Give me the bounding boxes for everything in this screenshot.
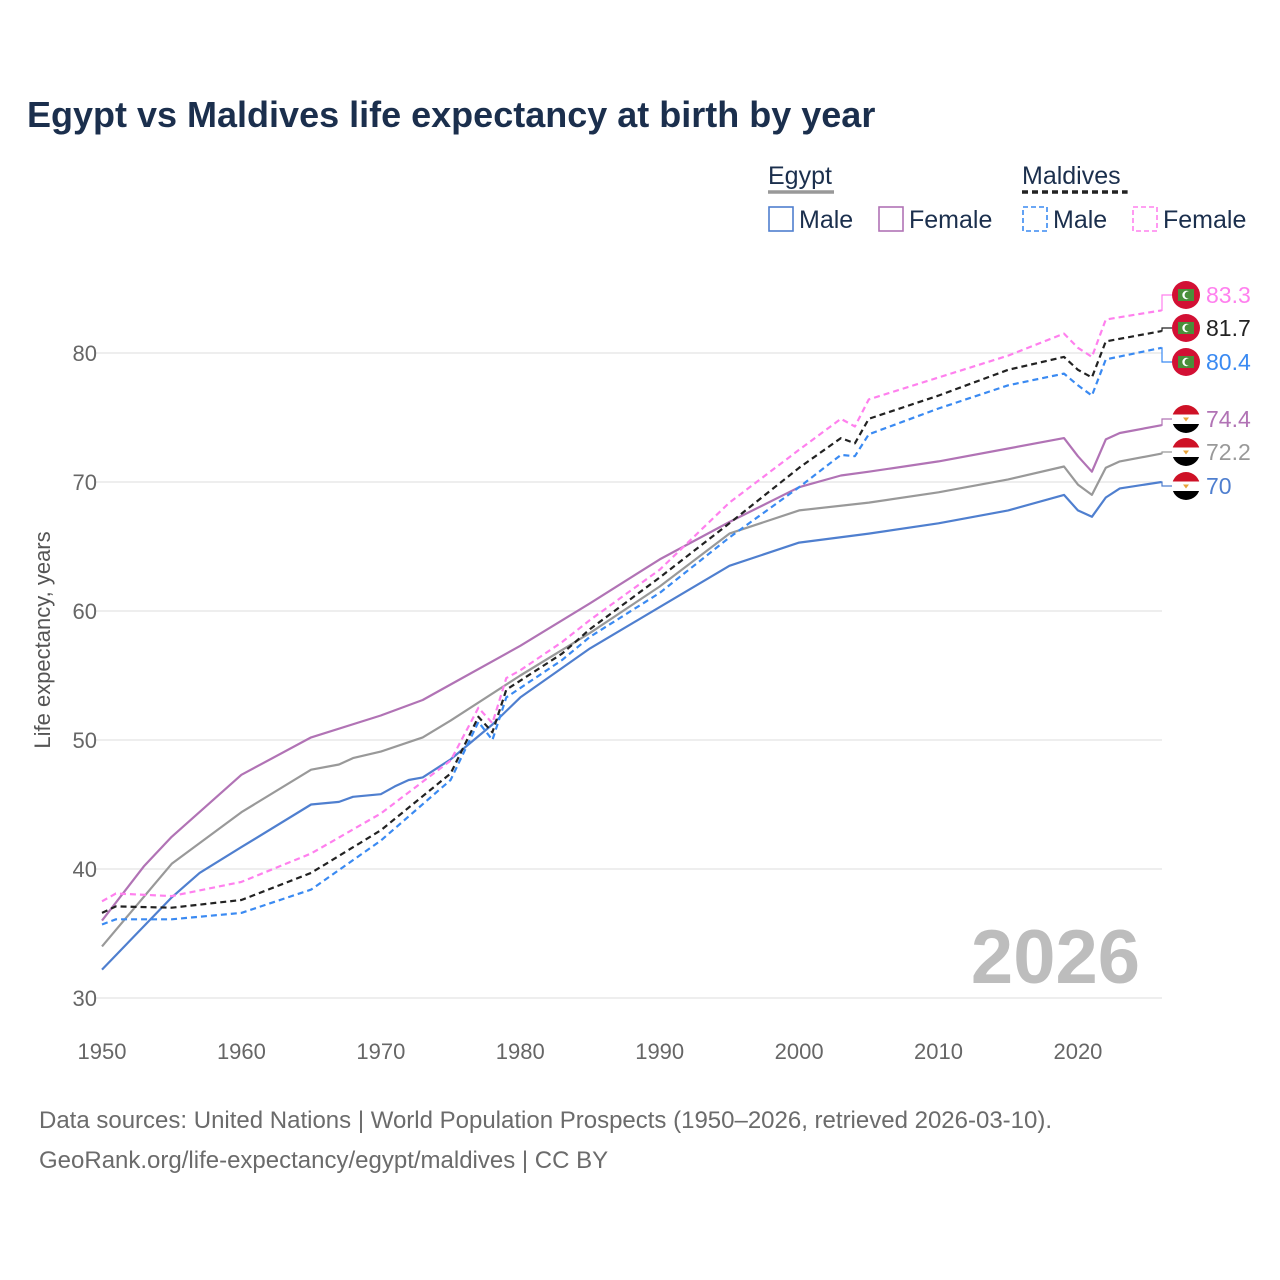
x-tick-label: 2000 [775,1039,824,1064]
egypt-flag-icon [1172,438,1200,466]
legend-swatch [1022,206,1048,232]
connector-line [1161,451,1172,455]
legend-swatch [768,206,794,232]
legend-item-label: Female [1163,206,1246,234]
y-axis-label: Life expectancy, years [30,531,55,748]
watermark-year: 2026 [971,915,1140,1000]
y-tick-label: 80 [73,341,97,366]
data-source-note: Data sources: United Nations | World Pop… [39,1107,1053,1134]
maldives-flag-icon [1172,314,1200,342]
legend-item-label: Male [799,206,853,234]
egypt-flag-icon [1172,472,1200,500]
legend-item-egypt-female[interactable]: Female [878,206,992,234]
end-label-egypt-female: 74.4 [1161,405,1251,433]
end-value-label: 81.7 [1206,315,1251,341]
end-label-egypt-total: 72.2 [1161,438,1251,466]
end-value-label: 74.4 [1206,406,1251,432]
x-tick-label: 1950 [78,1039,127,1064]
legend-item-label: Female [909,206,992,234]
x-tick-label: 1970 [356,1039,405,1064]
end-label-egypt-male: 70 [1161,472,1232,500]
legend-group-egypt: Egypt Male Female [768,162,992,234]
legend-item-maldives-male[interactable]: Male [1022,206,1107,234]
connector-line [1161,481,1172,487]
series-line-maldives-female [101,309,1162,903]
gridlines [95,352,1162,999]
x-tick-label: 1960 [217,1039,266,1064]
x-axis-ticks: 1950 1960 1970 1980 1990 2000 2010 2020 [78,1039,1103,1064]
legend-item-maldives-female[interactable]: Female [1132,206,1246,234]
chart-title: Egypt vs Maldives life expectancy at bir… [27,94,876,135]
end-label-maldives-female: 83.3 [1161,281,1251,312]
y-tick-label: 30 [73,986,97,1011]
legend-group-title: Maldives [1022,162,1121,190]
end-labels: 70 72.2 74.4 80.4 81.7 83.3 [1161,281,1251,500]
legend-item-egypt-male[interactable]: Male [768,206,853,234]
connector-line [1161,347,1172,363]
end-value-label: 80.4 [1206,349,1251,375]
end-label-maldives-male: 80.4 [1161,347,1251,376]
x-tick-label: 2010 [914,1039,963,1064]
maldives-flag-icon [1172,281,1200,309]
end-value-label: 72.2 [1206,439,1251,465]
legend-item-label: Male [1053,206,1107,234]
legend-swatch [878,206,904,232]
x-tick-label: 1980 [496,1039,545,1064]
series-line-maldives-male [101,346,1162,926]
end-value-label: 70 [1206,473,1232,499]
maldives-flag-icon [1172,348,1200,376]
source-link[interactable]: GeoRank.org/life-expectancy/egypt/maldiv… [39,1147,609,1174]
series-line-egypt-female [101,424,1162,922]
x-tick-label: 1990 [635,1039,684,1064]
connector-line [1161,294,1172,312]
y-axis-ticks: 30 40 50 60 70 80 [73,341,97,1011]
series-line-egypt-total [101,452,1162,948]
legend-group-title: Egypt [768,162,832,190]
legend-group-maldives: Maldives Male Female [1022,162,1246,234]
y-tick-label: 70 [73,470,97,495]
end-label-maldives-total: 81.7 [1161,314,1251,342]
connector-line [1161,327,1172,332]
series-line-maldives-total [101,330,1162,914]
end-value-label: 83.3 [1206,282,1251,308]
series-lines [101,309,1162,971]
legend-swatch [1132,206,1158,232]
y-tick-label: 40 [73,857,97,882]
x-tick-label: 2020 [1053,1039,1102,1064]
connector-line [1161,418,1172,426]
series-line-egypt-male [101,480,1162,971]
y-tick-label: 60 [73,599,97,624]
egypt-flag-icon [1172,405,1200,433]
y-tick-label: 50 [73,728,97,753]
legend: Egypt Male Female Maldives Male Female [768,162,1246,234]
